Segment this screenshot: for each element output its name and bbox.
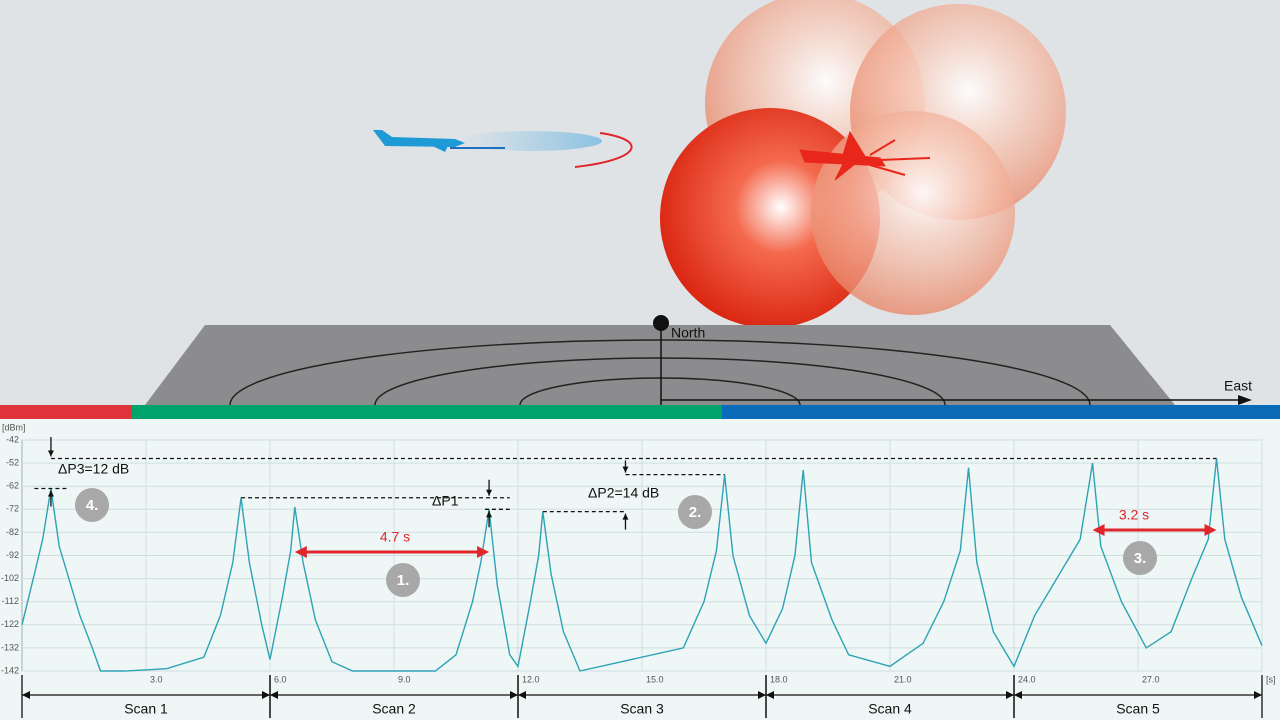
band-blue: [722, 405, 1280, 419]
step-badge: [75, 488, 109, 522]
scan-label: Scan 5: [1116, 701, 1160, 717]
scan-label: Scan 4: [868, 701, 912, 717]
y-tick-label: -52: [6, 457, 19, 467]
chart-background: [0, 419, 1280, 720]
annotation: ΔP1: [432, 493, 459, 509]
x-tick-label: 24.0: [1018, 674, 1036, 684]
x-tick-label: 15.0: [646, 674, 664, 684]
scan-label: Scan 2: [372, 701, 416, 717]
y-tick-label: -102: [1, 573, 19, 583]
y-unit: [dBm]: [2, 422, 26, 432]
step-number: 4.: [86, 497, 99, 514]
x-tick-label: 12.0: [522, 674, 540, 684]
x-tick-label: 18.0: [770, 674, 788, 684]
scan-label: Scan 3: [620, 701, 664, 717]
arrow-head: [486, 489, 493, 496]
annotation: 3.2 s: [1119, 507, 1149, 523]
step-number: 1.: [397, 572, 410, 589]
x-tick-label: 9.0: [398, 674, 411, 684]
annotation: ΔP3=12 dB: [58, 461, 129, 477]
y-tick-label: -132: [1, 642, 19, 652]
scan-label: Scan 1: [124, 701, 168, 717]
y-tick-label: -62: [6, 481, 19, 491]
y-tick-label: -72: [6, 504, 19, 514]
annotation: 4.7 s: [380, 529, 410, 545]
arrow-head: [622, 466, 629, 473]
step-number: 2.: [689, 504, 702, 521]
annotation: ΔP2=14 dB: [588, 485, 659, 501]
x-tick-label: 27.0: [1142, 674, 1160, 684]
step-badge: [1123, 541, 1157, 575]
y-tick-label: -82: [6, 527, 19, 537]
arrow-head: [47, 450, 54, 457]
y-tick-label: -142: [1, 665, 19, 675]
step-badge: [678, 495, 712, 529]
x-tick-label: 3.0: [150, 674, 163, 684]
x-tick-label: 6.0: [274, 674, 287, 684]
north-label: North: [671, 325, 705, 341]
target-aircraft: [799, 130, 931, 181]
x-tick-label: 21.0: [894, 674, 912, 684]
east-label: East: [1224, 378, 1252, 394]
band-red: [0, 405, 132, 419]
arrow-head: [622, 513, 629, 520]
trace: [21, 458, 1263, 672]
x-tick-label: [s]: [1266, 674, 1276, 684]
y-tick-label: -112: [2, 596, 19, 606]
arrow-head: [486, 511, 493, 518]
ground: [145, 315, 1252, 406]
band-green: [132, 405, 722, 419]
step-badge: [386, 563, 420, 597]
y-tick-label: -122: [1, 619, 19, 629]
passenger-aircraft: [373, 130, 633, 168]
arrow-head: [47, 490, 54, 497]
y-tick-label: -42: [6, 434, 19, 444]
step-number: 3.: [1134, 550, 1147, 567]
y-tick-label: -92: [6, 550, 19, 560]
